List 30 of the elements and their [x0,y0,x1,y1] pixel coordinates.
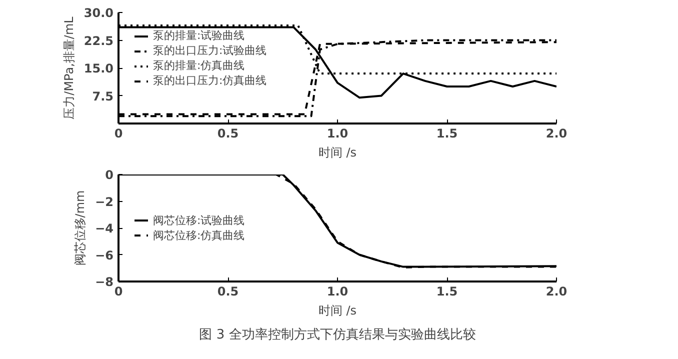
y-tick-label: −8 [95,275,114,289]
x-tick-label: 2.0 [546,284,568,298]
y-tick-label: 0 [105,168,114,182]
x-tick-label: 1.0 [326,126,348,140]
x-tick-label: 0 [114,284,123,298]
y-tick-label: 30.0 [84,6,114,20]
y-tick-label: −6 [95,248,114,262]
y-axis-title: 阀芯位移/mm [73,190,88,266]
legend-label: 泵的排量:仿真曲线 [153,58,245,73]
x-tick-label: 1.5 [436,126,458,140]
legend-label: 泵的出口压力:仿真曲线 [153,73,267,88]
x-tick-label: 0.5 [217,284,239,298]
y-axis-title: 压力/MPa,排量/mL [62,16,76,120]
x-axis-title: 时间 /s [318,304,357,318]
y-tick-label: −4 [95,222,114,236]
legend-label: 泵的出口压力:试验曲线 [153,43,267,58]
caption: 图 3 全功率控制方式下仿真结果与实验曲线比较 [199,326,476,342]
y-tick-label: −2 [95,194,114,209]
x-tick-label: 1.0 [326,284,348,298]
y-tick-label: 15.0 [84,62,114,76]
legend-label: 阀芯位移:仿真曲线 [153,228,245,242]
x-tick-label: 0 [114,126,123,140]
x-axis-title: 时间 /s [318,146,357,160]
x-tick-label: 1.5 [436,284,458,298]
y-tick-label: 22.5 [84,34,114,48]
legend-label: 阀芯位移:试验曲线 [153,212,245,228]
x-tick-label: 0.5 [217,126,239,140]
legend-label: 泵的排量:试验曲线 [153,28,245,43]
x-tick-label: 2.0 [546,126,568,140]
y-tick-label: 7.5 [92,89,114,104]
